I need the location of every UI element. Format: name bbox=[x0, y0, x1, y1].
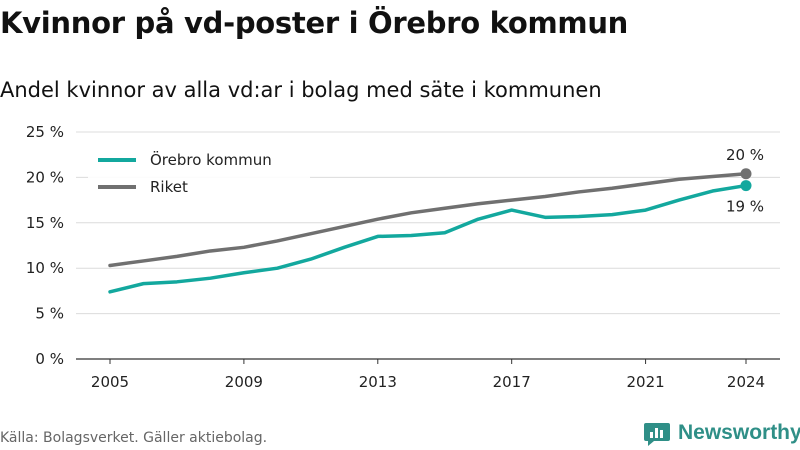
x-tick-label: 2009 bbox=[225, 373, 263, 391]
series-lines bbox=[108, 168, 752, 294]
newsworthy-logo-icon bbox=[644, 423, 670, 446]
x-tick-label: 2024 bbox=[727, 373, 765, 391]
end-label: 19 % bbox=[726, 198, 764, 216]
end-point-orebro bbox=[740, 180, 752, 192]
x-tick-label: 2017 bbox=[493, 373, 531, 391]
y-tick-label: 15 % bbox=[26, 214, 64, 232]
x-tick-label: 2013 bbox=[359, 373, 397, 391]
x-tick-label: 2005 bbox=[91, 373, 129, 391]
end-point-riket bbox=[740, 168, 752, 180]
newsworthy-logo[interactable]: Newsworthy bbox=[644, 419, 800, 447]
source-note: Källa: Bolagsverket. Gäller aktiebolag. bbox=[0, 430, 268, 446]
y-tick-label: 5 % bbox=[35, 305, 64, 323]
x-tick-label: 2021 bbox=[626, 373, 664, 391]
chart-title: Kvinnor på vd-poster i Örebro kommun bbox=[0, 6, 629, 40]
legend-background bbox=[88, 144, 310, 204]
legend-label: Örebro kommun bbox=[150, 150, 272, 169]
end-label: 20 % bbox=[726, 146, 764, 164]
chart-subtitle: Andel kvinnor av alla vd:ar i bolag med … bbox=[0, 78, 602, 102]
series-line-orebro bbox=[108, 183, 748, 294]
x-axis-tick-labels: 2005 2009 2013 2017 2021 2024 bbox=[91, 359, 765, 391]
brand-name: Newsworthy bbox=[678, 421, 800, 444]
y-tick-label: 10 % bbox=[26, 259, 64, 277]
end-labels: 19 % 20 % bbox=[726, 146, 764, 216]
legend-label: Riket bbox=[150, 178, 188, 196]
y-tick-label: 0 % bbox=[35, 350, 64, 368]
y-tick-label: 20 % bbox=[26, 168, 64, 186]
legend: Örebro kommun Riket bbox=[88, 144, 310, 204]
y-tick-label: 25 % bbox=[26, 123, 64, 141]
series-line-riket bbox=[108, 172, 748, 268]
y-axis-tick-labels: 0 % 5 % 10 % 15 % 20 % 25 % bbox=[26, 123, 64, 368]
